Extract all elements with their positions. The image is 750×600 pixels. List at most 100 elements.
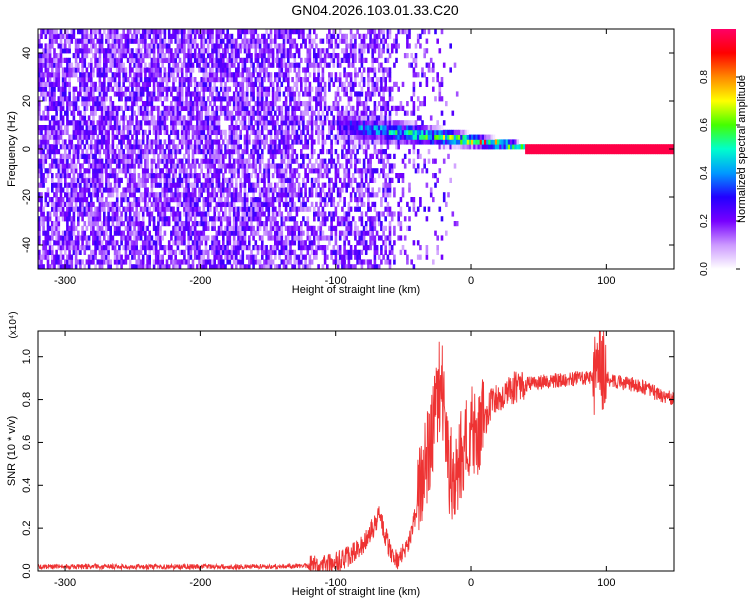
heatmap-cell	[59, 115, 63, 121]
heatmap-cell	[94, 158, 97, 164]
heatmap-cell	[276, 62, 279, 68]
heatmap-cell	[48, 134, 52, 140]
heatmap-cell	[87, 129, 91, 135]
heatmap-cell	[124, 211, 128, 217]
heatmap-cell	[304, 105, 307, 111]
heatmap-cell	[256, 158, 260, 164]
heatmap-cell	[293, 254, 297, 260]
heatmap-cell	[224, 197, 227, 203]
heatmap-cell	[321, 139, 325, 145]
heatmap-cell	[133, 62, 136, 68]
heatmap-cell	[243, 168, 247, 174]
heatmap-cell	[191, 77, 195, 83]
heatmap-cell	[148, 67, 151, 73]
heatmap-cell	[300, 129, 303, 135]
heatmap-cell	[96, 57, 100, 63]
heatmap-cell	[133, 187, 136, 193]
heatmap-cell	[131, 57, 134, 63]
heatmap-cell	[137, 96, 141, 102]
heatmap-cell	[295, 134, 299, 140]
heatmap-cell	[109, 53, 112, 59]
heatmap-cell	[85, 48, 89, 54]
heatmap-cell	[157, 139, 160, 145]
heatmap-cell	[46, 144, 50, 150]
heatmap-cell	[300, 245, 303, 251]
heatmap-cell	[152, 201, 156, 207]
heatmap-cell	[174, 254, 177, 260]
heatmap-cell	[85, 81, 89, 87]
heatmap-cell	[235, 168, 238, 174]
heatmap-cell	[72, 245, 76, 251]
heatmap-cell	[302, 125, 305, 131]
heatmap-cell	[308, 259, 312, 265]
heatmap-cell	[154, 134, 158, 140]
heatmap-cell	[148, 53, 151, 59]
heatmap-cell	[198, 57, 201, 63]
heatmap-cell	[271, 149, 275, 155]
heatmap-cell	[144, 192, 147, 198]
heatmap-cell	[274, 144, 277, 150]
heatmap-cell	[215, 249, 219, 255]
heatmap-cell	[187, 192, 190, 198]
heatmap-cell	[237, 110, 240, 116]
heatmap-cell	[92, 96, 95, 102]
heatmap-cell	[228, 235, 232, 241]
heatmap-cell	[131, 173, 134, 179]
heatmap-cell	[226, 240, 229, 246]
heatmap-cell	[180, 77, 184, 83]
heatmap-cell	[306, 153, 310, 159]
heatmap-cell	[66, 48, 69, 54]
heatmap-cell	[289, 153, 292, 159]
heatmap-cell	[107, 187, 110, 193]
heatmap-cell	[172, 168, 175, 174]
heatmap-cell	[94, 53, 97, 59]
heatmap-cell	[202, 81, 206, 87]
heatmap-cell	[103, 254, 106, 260]
heatmap-cell	[209, 115, 212, 121]
heatmap-cell	[330, 254, 333, 260]
heatmap-cell	[85, 72, 89, 78]
heatmap-cell	[206, 197, 210, 203]
heatmap-cell	[271, 206, 275, 212]
heatmap-cell	[248, 206, 251, 212]
heatmap-cell	[269, 254, 273, 260]
heatmap-cell	[334, 101, 338, 107]
heatmap-cell	[70, 144, 74, 150]
heatmap-cell	[330, 33, 333, 39]
heatmap-cell	[250, 96, 253, 102]
heatmap-cell	[306, 86, 310, 92]
heatmap-cell	[172, 264, 175, 269]
heatmap-cell	[230, 38, 234, 44]
heatmap-cell	[289, 115, 292, 121]
heatmap-cell	[239, 57, 242, 63]
heatmap-cell	[222, 77, 225, 83]
heatmap-cell	[161, 86, 164, 92]
heatmap-cell	[107, 163, 110, 169]
heatmap-cell	[213, 158, 216, 164]
heatmap-cell	[51, 173, 54, 179]
heatmap-cell	[51, 67, 54, 73]
heatmap-cell	[148, 125, 151, 131]
heatmap-cell	[180, 192, 184, 198]
heatmap-cell	[258, 62, 262, 68]
heatmap-cell	[174, 216, 177, 222]
heatmap-cell	[111, 187, 115, 193]
heatmap-cell	[269, 163, 273, 169]
heatmap-cell	[68, 225, 71, 231]
heatmap-cell	[72, 168, 76, 174]
heatmap-cell	[42, 173, 45, 179]
heatmap-cell	[94, 43, 97, 49]
heatmap-cell	[276, 245, 279, 251]
heatmap-cell	[64, 125, 67, 131]
heatmap-cell	[239, 163, 242, 169]
heatmap-cell	[163, 153, 167, 159]
heatmap-cell	[261, 245, 264, 251]
heatmap-cell	[109, 29, 112, 35]
heatmap-cell	[263, 187, 266, 193]
heatmap-cell	[189, 43, 193, 49]
heatmap-cell	[150, 149, 154, 155]
heatmap-cell	[128, 158, 132, 164]
heatmap-cell	[178, 81, 182, 87]
heatmap-cell	[315, 62, 318, 68]
heatmap-cell	[135, 211, 138, 217]
